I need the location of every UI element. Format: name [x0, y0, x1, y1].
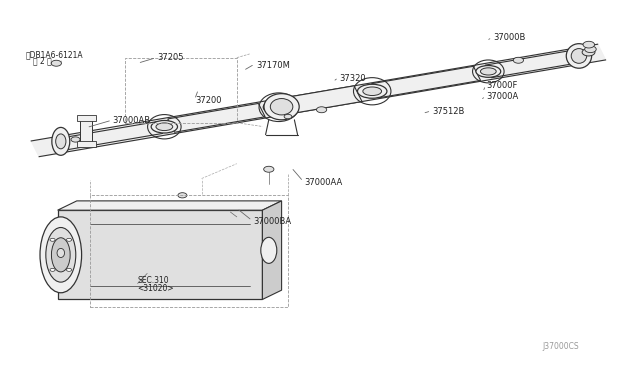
Text: 〈 2 〉: 〈 2 〉 — [33, 57, 52, 65]
Bar — [90, 195, 288, 307]
Circle shape — [50, 268, 55, 271]
Text: 37000A: 37000A — [486, 92, 518, 101]
Text: 37000AB: 37000AB — [112, 116, 150, 125]
Circle shape — [284, 114, 292, 119]
Ellipse shape — [51, 238, 70, 272]
Bar — [77, 141, 96, 147]
Text: 37000F: 37000F — [486, 81, 518, 90]
Polygon shape — [61, 122, 163, 150]
Text: 37000BA: 37000BA — [253, 217, 291, 226]
Ellipse shape — [476, 65, 500, 77]
Ellipse shape — [156, 123, 173, 131]
Ellipse shape — [40, 217, 82, 293]
Bar — [125, 58, 237, 123]
Ellipse shape — [261, 237, 277, 263]
Circle shape — [50, 238, 55, 241]
Ellipse shape — [566, 44, 591, 68]
Circle shape — [583, 41, 595, 48]
Circle shape — [67, 268, 72, 271]
Ellipse shape — [151, 121, 177, 133]
Circle shape — [71, 137, 80, 142]
Polygon shape — [168, 103, 265, 132]
Polygon shape — [31, 44, 605, 157]
Text: 37320: 37320 — [339, 74, 366, 83]
Circle shape — [582, 48, 595, 56]
Text: SEC.310: SEC.310 — [138, 276, 169, 285]
Ellipse shape — [56, 134, 66, 149]
Text: 37000B: 37000B — [493, 33, 525, 42]
Ellipse shape — [46, 228, 76, 282]
Ellipse shape — [358, 84, 387, 98]
Ellipse shape — [269, 103, 289, 112]
Text: 37170M: 37170M — [256, 61, 290, 70]
Ellipse shape — [270, 99, 293, 115]
Text: J37000CS: J37000CS — [543, 342, 579, 351]
Circle shape — [51, 60, 61, 66]
Text: 37000AA: 37000AA — [304, 178, 342, 187]
Bar — [77, 115, 96, 121]
Text: 37512B: 37512B — [432, 107, 465, 116]
Bar — [80, 120, 92, 146]
Circle shape — [264, 166, 274, 172]
Circle shape — [316, 107, 327, 113]
Polygon shape — [371, 66, 481, 98]
Text: 37205: 37205 — [157, 53, 183, 62]
Ellipse shape — [263, 100, 294, 115]
Polygon shape — [58, 210, 262, 299]
Text: 37200: 37200 — [195, 96, 221, 105]
Circle shape — [178, 193, 187, 198]
Ellipse shape — [571, 49, 587, 63]
Circle shape — [585, 46, 596, 52]
Polygon shape — [262, 201, 282, 299]
Polygon shape — [485, 50, 582, 78]
Ellipse shape — [481, 68, 496, 75]
Ellipse shape — [264, 94, 299, 120]
Polygon shape — [58, 201, 282, 210]
Text: <31020>: <31020> — [138, 284, 174, 293]
Circle shape — [513, 57, 524, 63]
Text: ⒲DB1A6-6121A: ⒲DB1A6-6121A — [26, 51, 83, 60]
Ellipse shape — [57, 248, 65, 257]
Circle shape — [67, 238, 72, 241]
Ellipse shape — [363, 87, 381, 96]
Polygon shape — [280, 86, 362, 114]
Ellipse shape — [52, 128, 70, 155]
